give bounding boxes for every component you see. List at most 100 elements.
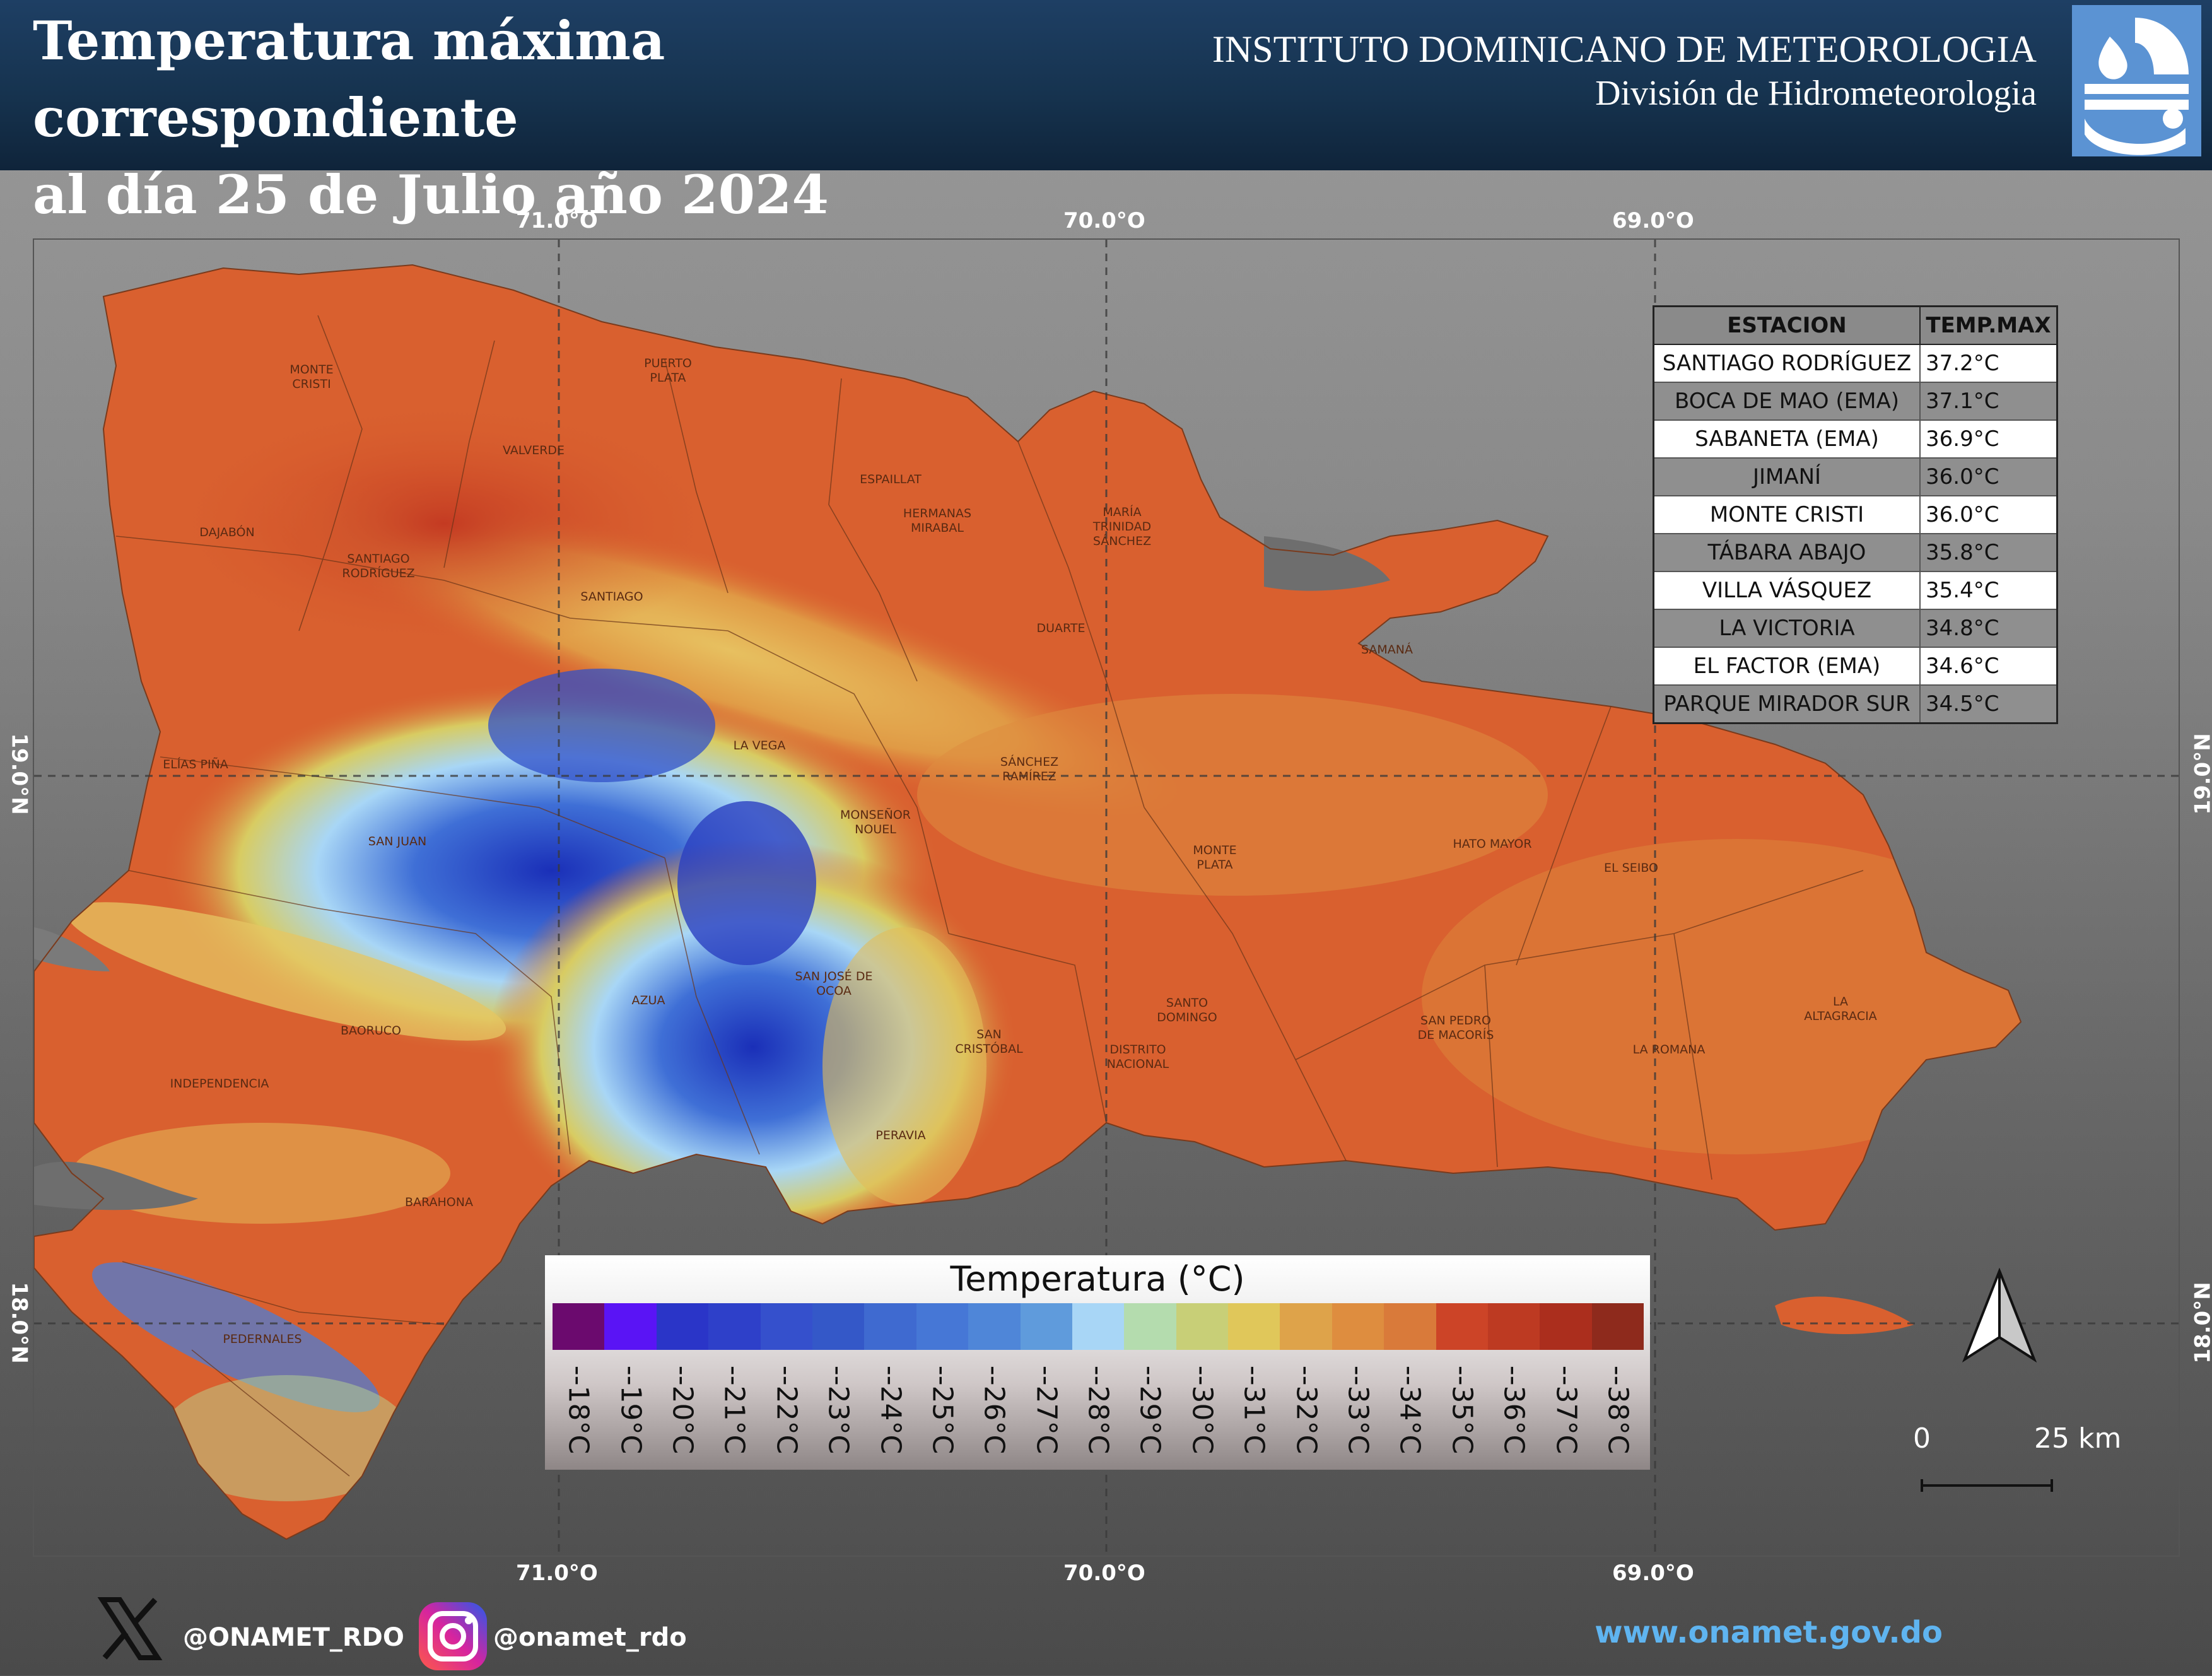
- place-label-duarte: DUARTE: [1037, 621, 1086, 635]
- place-label-monte-cristi: MONTE: [290, 363, 333, 377]
- legend-label-text: --23°C: [822, 1365, 855, 1455]
- lon-label-bottom-69: 69.0°O: [1612, 1561, 1694, 1586]
- legend-label: --25°C: [916, 1356, 968, 1463]
- legend-swatch: [708, 1303, 761, 1350]
- scale-start-label: 0: [1913, 1422, 1931, 1455]
- station-name: EL FACTOR (EMA): [1653, 647, 1921, 686]
- legend-label: --29°C: [1124, 1356, 1176, 1463]
- legend-label: --27°C: [1021, 1356, 1072, 1463]
- place-label-san-pedro-de-macoris: SAN PEDRO: [1420, 1014, 1491, 1028]
- legend-label: --31°C: [1228, 1356, 1280, 1463]
- table-row: BOCA DE MAO (EMA) 37.1°C: [1653, 382, 2058, 421]
- instagram-handle[interactable]: @onamet_rdo: [493, 1623, 687, 1652]
- legend-label-text: --31°C: [1238, 1365, 1270, 1455]
- website-link[interactable]: www.onamet.gov.do: [1595, 1615, 1943, 1650]
- legend-swatch: [1331, 1303, 1384, 1350]
- station-temp: 36.0°C: [1919, 495, 2058, 534]
- legend-swatch: [1436, 1303, 1489, 1350]
- place-label-puerto-plata: PLATA: [650, 371, 686, 385]
- legend-label: --28°C: [1072, 1356, 1124, 1463]
- place-label-san-jose-de-ocoa: OCOA: [816, 984, 851, 998]
- lat-label-left-19: 19.0°N: [6, 733, 32, 815]
- instagram-logo-icon[interactable]: [416, 1600, 489, 1673]
- legend-swatch: [1280, 1303, 1332, 1350]
- legend-label: --32°C: [1280, 1356, 1331, 1463]
- legend-title: Temperatura (°C): [950, 1259, 1245, 1299]
- station-temp: 35.8°C: [1919, 533, 2058, 572]
- place-label-pedernales: PEDERNALES: [223, 1332, 301, 1346]
- x-logo-icon[interactable]: [97, 1596, 163, 1661]
- lon-label-top-70: 70.0°O: [1063, 208, 1145, 233]
- title-line-1: Temperatura máxima correspondiente: [33, 9, 665, 149]
- title-line-2: al día 25 de Julio año 2024: [33, 163, 829, 226]
- lake-enriquillo: [34, 1161, 198, 1210]
- station-name: JIMANÍ: [1653, 457, 1921, 496]
- station-temp: 35.4°C: [1919, 571, 2058, 610]
- place-label-hermanas-mirabal: MIRABAL: [911, 521, 964, 535]
- lon-label-bottom-70: 70.0°O: [1063, 1561, 1145, 1586]
- place-label-elias-pina: ELÍAS PIÑA: [163, 757, 228, 771]
- legend-swatch: [760, 1303, 812, 1350]
- place-label-santiago-rodriguez: RODRÍGUEZ: [342, 566, 414, 580]
- x-handle[interactable]: @ONAMET_RDO: [183, 1623, 404, 1652]
- place-label-monte-plata: MONTE: [1193, 843, 1236, 857]
- station-name: PARQUE MIRADOR SUR: [1653, 684, 1921, 724]
- place-label-san-pedro-de-macoris: DE MACORÍS: [1418, 1028, 1494, 1042]
- table-row: LA VICTORIA 34.8°C: [1653, 609, 2058, 648]
- legend-swatch: [656, 1303, 709, 1350]
- legend-label-text: --35°C: [1446, 1365, 1478, 1455]
- place-label-independencia: INDEPENDENCIA: [170, 1077, 269, 1091]
- place-label-hermanas-mirabal: HERMANAS: [903, 507, 971, 520]
- place-label-espaillat: ESPAILLAT: [860, 472, 922, 486]
- place-label-monte-plata: PLATA: [1197, 858, 1232, 872]
- station-table: ESTACION TEMP.MAX SANTIAGO RODRÍGUEZ 37.2…: [1653, 305, 2058, 724]
- legend-swatch: [553, 1303, 605, 1350]
- scale-bar: [1921, 1479, 2053, 1492]
- legend-label-text: --25°C: [926, 1365, 959, 1455]
- legend-label: --35°C: [1436, 1356, 1488, 1463]
- legend-label: --30°C: [1176, 1356, 1228, 1463]
- temperature-legend: Temperatura (°C) --18°C --19°C --20°C --21°…: [545, 1255, 1650, 1470]
- legend-label-text: --21°C: [718, 1365, 751, 1455]
- legend-swatch: [864, 1303, 916, 1350]
- place-label-la-altagracia: LA: [1833, 995, 1848, 1009]
- station-name: VILLA VÁSQUEZ: [1653, 571, 1921, 610]
- place-label-santo-domingo: SANTO: [1166, 996, 1208, 1010]
- place-label-santo-domingo: DOMINGO: [1157, 1011, 1217, 1024]
- place-label-monsenor-nouel: MONSEÑOR: [840, 807, 911, 822]
- table-row: SABANETA (EMA) 36.9°C: [1653, 419, 2058, 459]
- place-label-sanchez-ramirez: SÁNCHEZ: [1000, 754, 1058, 769]
- legend-label: --34°C: [1384, 1356, 1436, 1463]
- lon-label-top-69: 69.0°O: [1612, 208, 1694, 233]
- place-label-distrito-nacional: DISTRITO: [1109, 1043, 1166, 1057]
- table-header-row: ESTACION TEMP.MAX: [1653, 305, 2058, 345]
- legend-swatch-row: [553, 1303, 1644, 1350]
- place-label-san-juan: SAN JUAN: [368, 835, 426, 848]
- legend-swatch: [1124, 1303, 1176, 1350]
- legend-label: --21°C: [708, 1356, 760, 1463]
- legend-label: --19°C: [604, 1356, 656, 1463]
- place-label-dajabon: DAJABÓN: [199, 524, 254, 539]
- legend-label: --36°C: [1488, 1356, 1540, 1463]
- legend-label: --22°C: [761, 1356, 812, 1463]
- station-temp: 34.5°C: [1919, 684, 2058, 724]
- place-label-san-cristobal: SAN: [976, 1028, 1002, 1041]
- legend-label: --38°C: [1592, 1356, 1644, 1463]
- table-row: SANTIAGO RODRÍGUEZ 37.2°C: [1653, 344, 2058, 383]
- station-name: LA VICTORIA: [1653, 609, 1921, 648]
- place-label-baoruco: BAORUCO: [341, 1024, 401, 1038]
- place-label-maria-trinidad-sanchez: TRINIDAD: [1092, 520, 1151, 534]
- station-name: MONTE CRISTI: [1653, 495, 1921, 534]
- institute-name: INSTITUTO DOMINICANO DE METEOROLOGIA: [1212, 28, 2037, 70]
- station-temp: 36.0°C: [1919, 457, 2058, 496]
- station-name: TÁBARA ABAJO: [1653, 533, 1921, 572]
- header-banner: Temperatura máxima correspondiente al dí…: [0, 0, 2212, 226]
- lon-label-top-71: 71.0°O: [516, 208, 598, 233]
- station-name: SABANETA (EMA): [1653, 419, 1921, 459]
- place-label-santiago: SANTIAGO: [580, 590, 643, 604]
- place-label-la-romana: LA ROMANA: [1633, 1043, 1706, 1057]
- legend-label: --18°C: [553, 1356, 604, 1463]
- map-title: Temperatura máxima correspondiente al dí…: [33, 3, 1105, 233]
- samana-bay: [1264, 536, 1390, 591]
- legend-swatch: [812, 1303, 865, 1350]
